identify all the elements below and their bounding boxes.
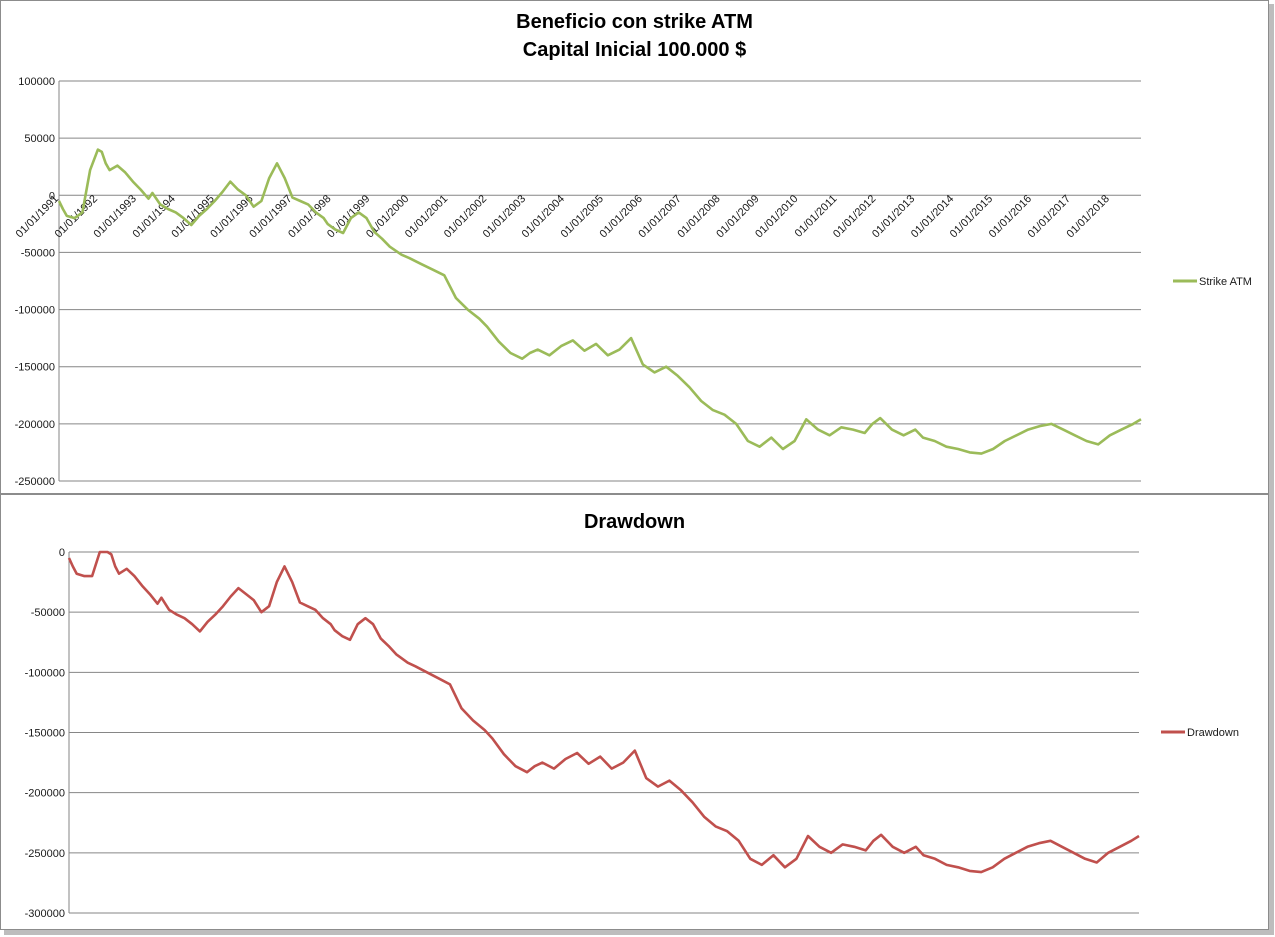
legend-label: Drawdown <box>1187 727 1239 739</box>
series-line-drawdown <box>67 550 1140 874</box>
drawdown-chart-panel: Drawdown 0 -50000 -100000 -150000 -200000 -25… <box>0 494 1269 930</box>
series-line-strike-atm <box>57 148 1142 455</box>
profit-chart-subtitle: Capital Inicial 100.000 $ <box>522 39 747 61</box>
y-tick-label: -200000 <box>25 788 65 800</box>
y-tick-label: -300000 <box>25 908 65 920</box>
y-tick-label: -100000 <box>15 305 55 317</box>
frame-shadow-bottom <box>4 930 1274 935</box>
legend-label: Strike ATM <box>1199 276 1252 288</box>
y-tick-label: -150000 <box>15 362 55 374</box>
y-tick-label: -50000 <box>21 247 55 259</box>
y-tick-label: -250000 <box>15 476 55 488</box>
y-tick-label: -150000 <box>25 728 65 740</box>
drawdown-chart-title: Drawdown <box>583 511 686 533</box>
y-tick-label: 100000 <box>18 76 55 88</box>
y-tick-label: 0 <box>59 547 65 559</box>
frame-shadow-right <box>1269 4 1274 934</box>
y-tick-label: 50000 <box>24 133 55 145</box>
y-tick-label: -200000 <box>15 419 55 431</box>
profit-chart-plot: 100000 50000 0 -50000 -100000 -150000 -200000 -… <box>14 76 1252 488</box>
profit-chart-panel: Beneficio con strike ATM Capital Inicial… <box>0 0 1269 494</box>
drawdown-chart-plot: 0 -50000 -100000 -150000 -200000 -250000 -3000… <box>25 547 1239 920</box>
profit-chart-title: Beneficio con strike ATM <box>516 11 753 33</box>
y-tick-label: -50000 <box>31 607 65 619</box>
y-tick-label: -250000 <box>25 848 65 860</box>
y-tick-label: 0 <box>49 190 55 202</box>
y-tick-label: -100000 <box>25 667 65 679</box>
